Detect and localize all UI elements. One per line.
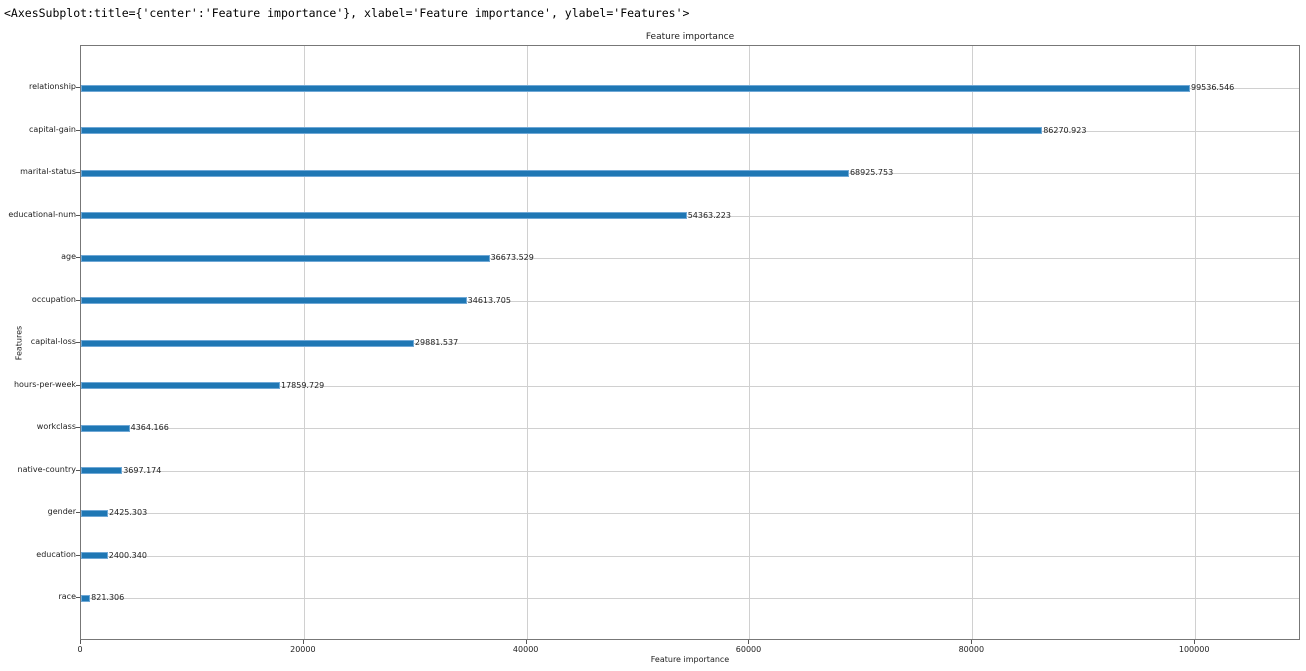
y-gridline xyxy=(81,513,1299,514)
y-tick-mark xyxy=(76,384,80,386)
y-gridline xyxy=(81,428,1299,429)
y-gridline xyxy=(81,598,1299,599)
bar-workclass xyxy=(81,424,130,432)
plot-area: 99536.546 86270.923 68925.753 54363.223 3667… xyxy=(80,45,1300,640)
bar-value-label: 54363.223 xyxy=(687,210,731,220)
x-tick-mark xyxy=(1194,640,1196,644)
bar-value-label: 86270.923 xyxy=(1043,125,1087,135)
x-gridline xyxy=(526,46,528,639)
y-tick-mark xyxy=(76,512,80,513)
y-tick-mark xyxy=(76,214,80,216)
y-tick-label: age xyxy=(61,252,76,261)
y-tick-mark xyxy=(76,87,80,88)
bar-occupation xyxy=(81,297,467,304)
y-tick-label: marital-status xyxy=(20,167,76,176)
y-gridline xyxy=(81,258,1299,259)
bar-value-label: 821.306 xyxy=(91,593,125,602)
bar-value-label: 29881.537 xyxy=(414,338,459,347)
x-tick-mark xyxy=(80,640,81,644)
y-tick-label: relationship xyxy=(28,82,76,91)
bar-education xyxy=(81,552,108,559)
bar-value-label: 17859.729 xyxy=(280,380,325,390)
y-gridline xyxy=(81,343,1299,344)
x-tick-mark xyxy=(302,640,304,644)
bar-value-label: 3697.174 xyxy=(123,465,162,475)
bar-hours-per-week xyxy=(81,382,280,389)
x-tick-mark xyxy=(525,640,527,644)
y-tick-label: native-country xyxy=(17,464,76,474)
bar-relationship xyxy=(81,84,1190,92)
bar-value-label: 34613.705 xyxy=(467,295,511,305)
x-tick-label: 20000 xyxy=(290,645,316,654)
y-tick-mark xyxy=(76,257,80,258)
x-tick-mark xyxy=(971,640,973,644)
x-gridline xyxy=(972,46,974,639)
y-tick-label: gender xyxy=(47,507,76,516)
bar-value-label: 36673.529 xyxy=(490,253,534,262)
y-tick-label: capital-loss xyxy=(30,337,76,346)
y-tick-label: workclass xyxy=(36,422,76,431)
bar-age xyxy=(81,254,490,262)
y-tick-mark xyxy=(76,342,80,343)
x-tick-label: 100000 xyxy=(1178,645,1210,654)
bar-capital-loss xyxy=(81,339,414,347)
x-gridline xyxy=(1195,46,1197,639)
x-tick-label: 60000 xyxy=(735,645,762,654)
bar-gender xyxy=(81,509,109,517)
bar-value-label: 2400.340 xyxy=(108,550,147,560)
y-tick-label: capital-gain xyxy=(28,124,76,134)
y-tick-mark xyxy=(76,129,80,131)
bar-value-label: 99536.546 xyxy=(1190,83,1235,92)
y-gridline xyxy=(81,215,1299,217)
y-tick-mark xyxy=(76,172,80,173)
bar-value-label: 4364.166 xyxy=(130,423,169,432)
bar-native-country xyxy=(81,467,123,474)
y-axis-label: Features xyxy=(14,325,24,361)
y-tick-mark xyxy=(76,427,80,428)
bar-race xyxy=(81,594,91,602)
y-gridline xyxy=(81,555,1299,557)
chart-title: Feature importance xyxy=(645,32,735,42)
bar-educational-num xyxy=(81,212,687,219)
y-gridline xyxy=(81,300,1299,302)
y-tick-label: educational-num xyxy=(8,209,76,219)
y-gridline xyxy=(81,470,1299,472)
axes-repr-output: <AxesSubplot:title={'center':'Feature im… xyxy=(4,6,690,20)
y-tick-mark xyxy=(76,469,80,471)
bar-marital-status xyxy=(81,169,849,177)
y-tick-label: education xyxy=(36,549,76,559)
bar-value-label: 68925.753 xyxy=(849,168,894,177)
y-tick-mark xyxy=(76,554,80,556)
y-gridline xyxy=(81,385,1299,387)
y-tick-label: race xyxy=(58,592,76,601)
x-tick-mark xyxy=(748,640,750,644)
x-tick-label: 0 xyxy=(77,645,83,654)
y-tick-mark xyxy=(76,597,80,598)
y-tick-mark xyxy=(76,299,80,301)
y-tick-label: occupation xyxy=(31,294,76,304)
bar-capital-gain xyxy=(81,127,1043,134)
x-gridline xyxy=(749,46,751,639)
x-tick-label: 40000 xyxy=(512,645,539,654)
x-axis-label: Feature importance xyxy=(650,655,730,664)
bar-value-label: 2425.303 xyxy=(109,508,148,517)
y-tick-label: hours-per-week xyxy=(13,379,76,389)
x-tick-label: 80000 xyxy=(958,645,985,654)
